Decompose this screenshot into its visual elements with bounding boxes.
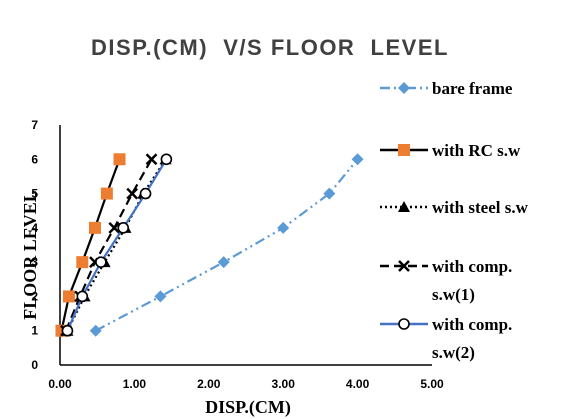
y-tick-label: 4 xyxy=(31,221,38,235)
series-3 xyxy=(60,153,158,337)
y-axis-label: FLOOR LEVEL xyxy=(20,190,40,320)
legend-swatch-marker xyxy=(398,82,410,94)
chart-title: DISP.(CM) V/S FLOOR LEVEL xyxy=(91,35,449,60)
legend-swatch-marker xyxy=(398,144,410,156)
legend-label: s.w(2) xyxy=(432,343,475,362)
legend-item: with steel s.w xyxy=(380,198,529,217)
legend: bare frame with RC s.w with steel s.w with … xyxy=(380,79,529,362)
x-tick-labels: 0.00 1.00 2.00 3.00 4.00 5.00 xyxy=(48,377,444,391)
data-point xyxy=(95,256,107,268)
data-point xyxy=(108,221,121,234)
legend-label: s.w(1) xyxy=(432,285,475,304)
x-tick-label: 4.00 xyxy=(346,377,370,391)
legend-item: with comp. s.w(1) xyxy=(380,257,512,304)
data-point xyxy=(76,290,89,303)
x-tick-label: 3.00 xyxy=(272,377,296,391)
series-line xyxy=(66,158,168,332)
x-axis-label: DISP.(CM) xyxy=(205,397,291,418)
y-tick-label: 2 xyxy=(31,289,38,303)
data-point xyxy=(76,256,89,269)
legend-label: with RC s.w xyxy=(432,141,521,160)
series-line xyxy=(95,158,359,332)
data-point xyxy=(61,324,74,337)
data-point xyxy=(89,324,102,337)
legend-item: bare frame xyxy=(380,79,513,98)
data-point xyxy=(100,187,113,200)
x-tick-label: 0.00 xyxy=(48,377,72,391)
legend-label: with comp. xyxy=(432,315,512,334)
data-point xyxy=(160,153,173,166)
data-point xyxy=(88,221,101,234)
legend-item: with comp. s.w(2) xyxy=(380,315,512,362)
data-point xyxy=(277,221,290,234)
y-tick-label: 7 xyxy=(31,118,38,132)
series-0 xyxy=(89,153,364,337)
x-tick-label: 5.00 xyxy=(420,377,444,391)
data-point xyxy=(139,187,152,200)
legend-swatch-marker xyxy=(398,318,410,330)
series-line xyxy=(64,158,153,332)
legend-swatch-marker xyxy=(398,201,410,212)
data-point xyxy=(117,222,130,234)
legend-label: with steel s.w xyxy=(432,198,529,217)
data-point xyxy=(126,187,139,200)
data-point xyxy=(217,256,230,269)
x-tick-label: 1.00 xyxy=(123,377,147,391)
data-point xyxy=(113,153,126,166)
series-layer xyxy=(55,153,364,337)
data-point xyxy=(145,153,158,166)
y-tick-label: 5 xyxy=(31,187,38,201)
y-tick-label: 6 xyxy=(31,152,38,166)
y-tick-label: 0 xyxy=(31,358,38,372)
data-point xyxy=(154,290,167,303)
data-point xyxy=(351,153,364,166)
data-point xyxy=(323,187,336,200)
legend-label: with comp. xyxy=(432,257,512,276)
legend-label: bare frame xyxy=(432,79,513,98)
data-point xyxy=(62,290,75,303)
x-tick-label: 2.00 xyxy=(197,377,221,391)
legend-item: with RC s.w xyxy=(380,141,521,160)
y-tick-labels: 0 1 2 3 4 5 6 7 xyxy=(31,118,38,372)
series-4 xyxy=(61,153,173,337)
series-1 xyxy=(55,153,126,337)
legend-swatch-marker xyxy=(398,260,410,272)
y-tick-label: 1 xyxy=(31,324,38,338)
y-tick-label: 3 xyxy=(31,255,38,269)
